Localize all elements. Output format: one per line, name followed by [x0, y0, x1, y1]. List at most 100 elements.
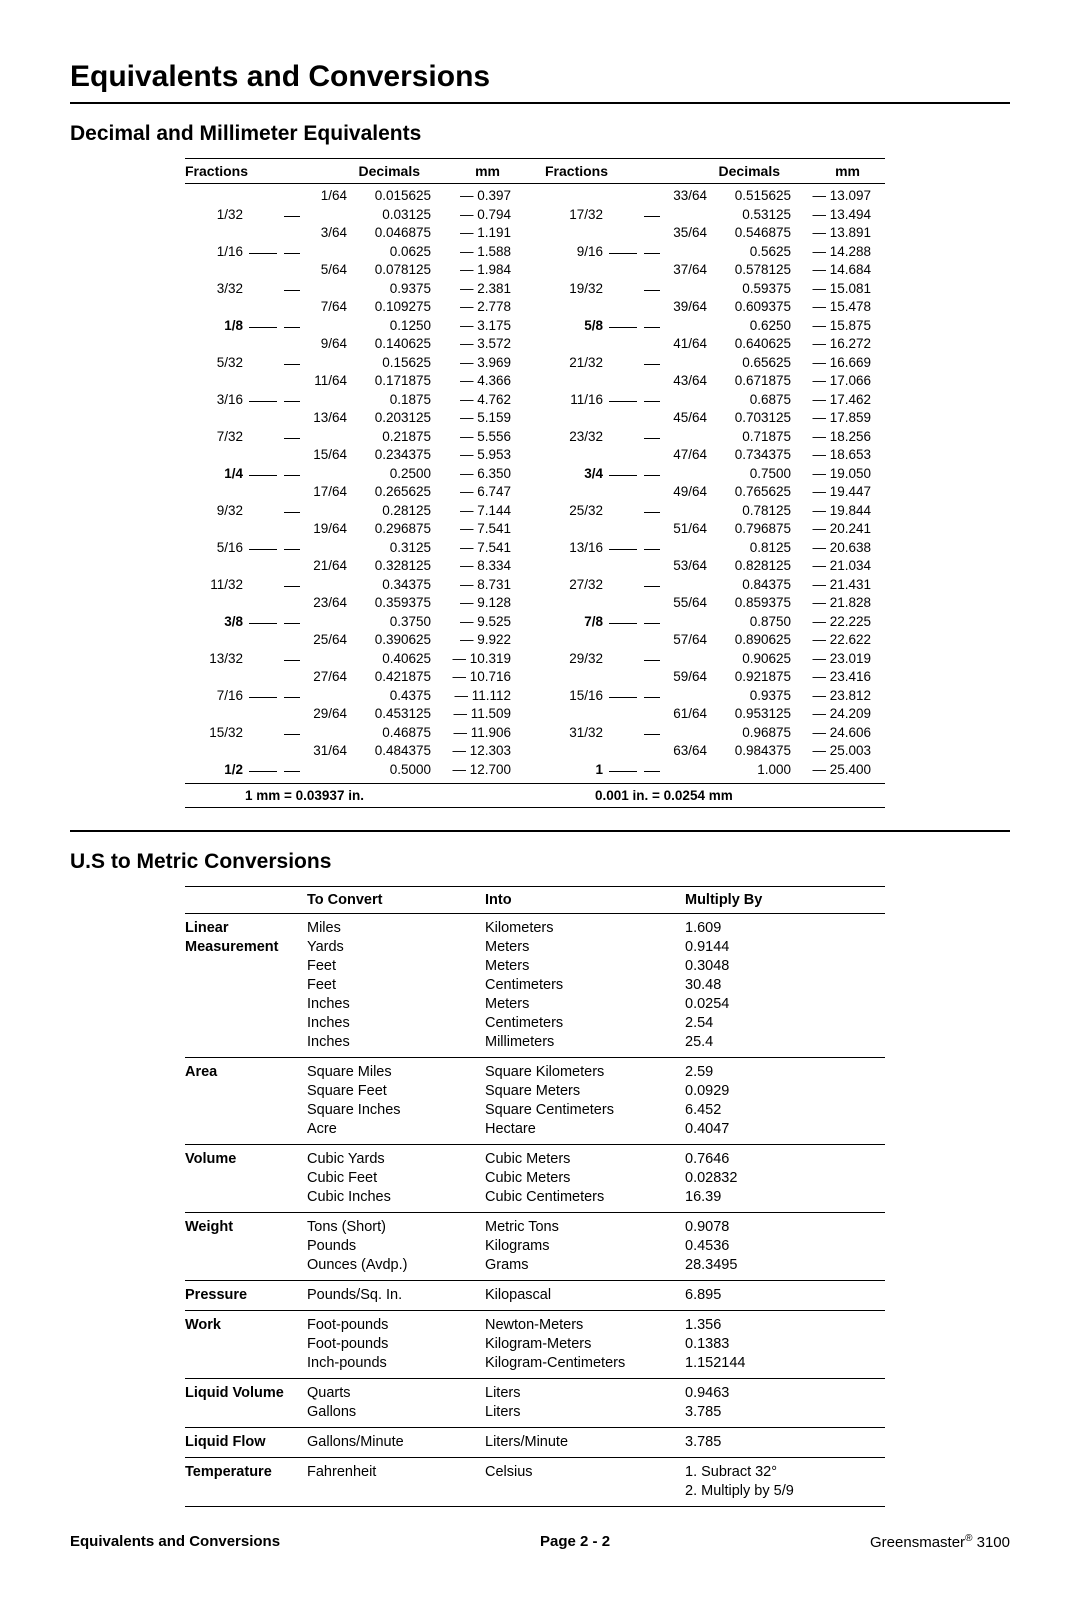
equiv-row: 3/320.9375— 2.381 — [185, 280, 525, 299]
equiv-row: 23/640.359375— 9.128 — [185, 594, 525, 613]
conv-category: Area — [185, 1063, 307, 1139]
equiv-row: 29/320.90625— 23.019 — [545, 650, 885, 669]
equiv-row: 57/640.890625— 22.622 — [545, 631, 885, 650]
page-title: Equivalents and Conversions — [70, 60, 1010, 94]
conv-group: WorkFoot-poundsFoot-poundsInch-poundsNew… — [185, 1311, 885, 1379]
equiv-row: 1/160.0625— 1.588 — [185, 243, 525, 262]
equiv-header-row: Fractions Decimals mm Fractions Decimals… — [185, 158, 885, 184]
conv-hdr-into: Into — [485, 892, 685, 908]
equiv-row: 59/640.921875— 23.416 — [545, 668, 885, 687]
conv-group: Liquid FlowGallons/MinuteLiters/Minute3.… — [185, 1428, 885, 1458]
equiv-row: 13/160.8125— 20.638 — [545, 539, 885, 558]
equiv-row: 19/320.59375— 15.081 — [545, 280, 885, 299]
equiv-row: 5/640.078125— 1.984 — [185, 261, 525, 280]
equiv-row: 63/640.984375— 25.003 — [545, 742, 885, 761]
equiv-row: 17/320.53125— 13.494 — [545, 206, 885, 225]
equiv-row: 47/640.734375— 18.653 — [545, 446, 885, 465]
equiv-row: 5/320.15625— 3.969 — [185, 354, 525, 373]
equiv-row: 9/640.140625— 3.572 — [185, 335, 525, 354]
equiv-row: 25/640.390625— 9.922 — [185, 631, 525, 650]
equiv-row: 3/160.1875— 4.762 — [185, 391, 525, 410]
equiv-row: 1/640.015625— 0.397 — [185, 187, 525, 206]
equiv-row: 21/640.328125— 8.334 — [185, 557, 525, 576]
equiv-row: 3/80.3750— 9.525 — [185, 613, 525, 632]
footer-center: Page 2 - 2 — [540, 1533, 610, 1551]
equiv-row: 29/640.453125— 11.509 — [185, 705, 525, 724]
equiv-row: 1/80.1250— 3.175 — [185, 317, 525, 336]
conversions-table: To Convert Into Multiply By LinearMeasur… — [185, 886, 885, 1507]
equiv-row: 15/320.46875— 11.906 — [185, 724, 525, 743]
equiv-row: 35/640.546875— 13.891 — [545, 224, 885, 243]
equiv-row: 27/640.421875— 10.716 — [185, 668, 525, 687]
equiv-row: 5/80.6250— 15.875 — [545, 317, 885, 336]
conv-category: LinearMeasurement — [185, 919, 307, 1052]
equiv-row: 39/640.609375— 15.478 — [545, 298, 885, 317]
equiv-row: 45/640.703125— 17.859 — [545, 409, 885, 428]
equiv-row: 1/20.5000— 12.700 — [185, 761, 525, 780]
footer-right: Greensmaster® 3100 — [870, 1533, 1010, 1551]
equiv-row: 13/640.203125— 5.159 — [185, 409, 525, 428]
conv-category: Liquid Volume — [185, 1384, 307, 1422]
equiv-row: 21/320.65625— 16.669 — [545, 354, 885, 373]
conv-group: LinearMeasurementMilesYardsFeetFeetInche… — [185, 914, 885, 1058]
equiv-row: 31/640.484375— 12.303 — [185, 742, 525, 761]
equiv-row: 7/160.4375— 11.112 — [185, 687, 525, 706]
equiv-row: 53/640.828125— 21.034 — [545, 557, 885, 576]
hdr-fractions: Fractions — [185, 163, 325, 179]
section1-heading: Decimal and Millimeter Equivalents — [70, 122, 1010, 146]
equiv-row: 15/160.9375— 23.812 — [545, 687, 885, 706]
equiv-row: 5/160.3125— 7.541 — [185, 539, 525, 558]
conv-hdr-empty — [185, 892, 307, 908]
equiv-row: 11/640.171875— 4.366 — [185, 372, 525, 391]
equiv-row: 27/320.84375— 21.431 — [545, 576, 885, 595]
conv-group: WeightTons (Short)PoundsOunces (Avdp.)Me… — [185, 1213, 885, 1281]
equiv-row: 49/640.765625— 19.447 — [545, 483, 885, 502]
equiv-row: 11/320.34375— 8.731 — [185, 576, 525, 595]
footnote-right: 0.001 in. = 0.0254 mm — [535, 788, 885, 803]
equiv-row: 51/640.796875— 20.241 — [545, 520, 885, 539]
equiv-footnote: 1 mm = 0.03937 in. 0.001 in. = 0.0254 mm — [185, 784, 885, 808]
equiv-row: 41/640.640625— 16.272 — [545, 335, 885, 354]
title-rule — [70, 102, 1010, 104]
conv-category: Weight — [185, 1218, 307, 1275]
conv-group: Liquid VolumeQuartsGallonsLitersLiters0.… — [185, 1379, 885, 1428]
equiv-row: 31/320.96875— 24.606 — [545, 724, 885, 743]
hdr-decimals: Decimals — [325, 163, 420, 179]
equiv-body: 1/640.015625— 0.3971/320.03125— 0.7943/6… — [185, 184, 885, 784]
equiv-row: 7/640.109275— 2.778 — [185, 298, 525, 317]
equiv-row: 13/320.40625— 10.319 — [185, 650, 525, 669]
footer-left: Equivalents and Conversions — [70, 1533, 280, 1551]
equiv-row: 23/320.71875— 18.256 — [545, 428, 885, 447]
conv-category: Pressure — [185, 1286, 307, 1305]
equiv-row: 9/320.28125— 7.144 — [185, 502, 525, 521]
equiv-row: 19/640.296875— 7.541 — [185, 520, 525, 539]
equiv-row: 25/320.78125— 19.844 — [545, 502, 885, 521]
equiv-row: 55/640.859375— 21.828 — [545, 594, 885, 613]
hdr-mm: mm — [420, 163, 500, 179]
page-footer: Equivalents and Conversions Page 2 - 2 G… — [70, 1533, 1010, 1551]
equiv-row: 17/640.265625— 6.747 — [185, 483, 525, 502]
equiv-row: 3/640.046875— 1.191 — [185, 224, 525, 243]
conv-group: AreaSquare MilesSquare FeetSquare Inches… — [185, 1058, 885, 1145]
equiv-row: 7/320.21875— 5.556 — [185, 428, 525, 447]
conv-group: PressurePounds/Sq. In.Kilopascal6.895 — [185, 1281, 885, 1311]
equiv-row: 7/80.8750— 22.225 — [545, 613, 885, 632]
conv-group: VolumeCubic YardsCubic FeetCubic InchesC… — [185, 1145, 885, 1213]
conv-header-row: To Convert Into Multiply By — [185, 886, 885, 914]
conv-category: Temperature — [185, 1463, 307, 1501]
equiv-row: 33/640.515625— 13.097 — [545, 187, 885, 206]
equiv-row: 11/160.6875— 17.462 — [545, 391, 885, 410]
section2-heading: U.S to Metric Conversions — [70, 850, 1010, 874]
equivalents-table: Fractions Decimals mm Fractions Decimals… — [185, 158, 885, 808]
section-rule — [70, 830, 1010, 832]
equiv-row: 61/640.953125— 24.209 — [545, 705, 885, 724]
hdr-mm: mm — [780, 163, 860, 179]
hdr-decimals: Decimals — [685, 163, 780, 179]
equiv-row: 11.000— 25.400 — [545, 761, 885, 780]
equiv-row: 43/640.671875— 17.066 — [545, 372, 885, 391]
conv-hdr-multiply: Multiply By — [685, 892, 885, 908]
equiv-row: 15/640.234375— 5.953 — [185, 446, 525, 465]
equiv-row: 37/640.578125— 14.684 — [545, 261, 885, 280]
equiv-row: 1/40.2500— 6.350 — [185, 465, 525, 484]
equiv-row: 9/160.5625— 14.288 — [545, 243, 885, 262]
